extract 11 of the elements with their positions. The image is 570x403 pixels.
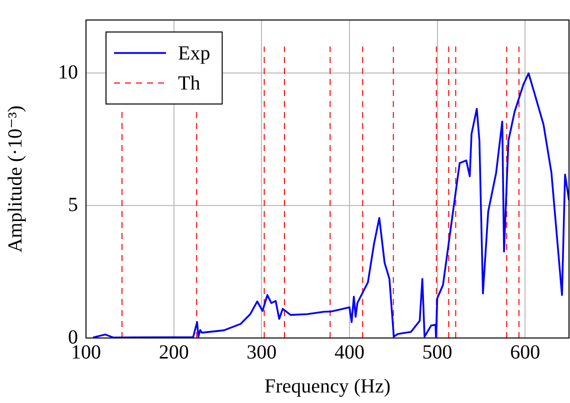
y-tick-label: 10: [58, 61, 78, 84]
x-tick-label: 200: [158, 341, 189, 364]
x-tick-label: 400: [334, 341, 364, 364]
x-tick-label: 300: [246, 341, 277, 364]
y-axis-title: Amplitude (·10⁻³): [4, 105, 26, 253]
y-tick-label: 5: [68, 194, 78, 216]
x-axis-title: Frequency (Hz): [264, 375, 391, 398]
legend-label: Exp: [178, 42, 210, 64]
x-tick-label: 500: [422, 341, 452, 364]
x-tick-label: 600: [510, 341, 540, 364]
legend-label: Th: [178, 72, 200, 94]
